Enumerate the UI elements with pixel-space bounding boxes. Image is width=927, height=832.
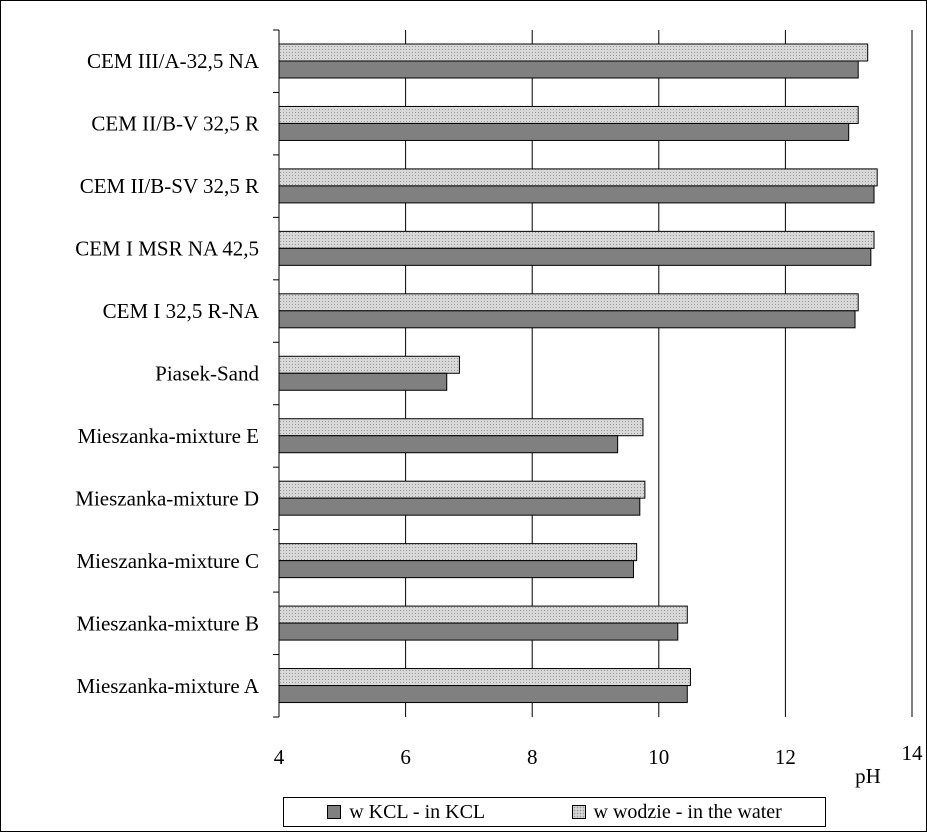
bar-kcl-8 — [278, 560, 634, 579]
x-tick-label: 10 — [648, 745, 669, 769]
tick-labels: 4 6 8 10 12 14 — [274, 741, 923, 769]
category-labels: CEM III/A-32,5 NA CEM II/B-V 32,5 R CEM II… — [75, 49, 260, 698]
bar-kcl-1 — [278, 122, 850, 141]
bar-water-10 — [278, 668, 691, 687]
bars — [278, 43, 878, 704]
legend-swatch-water — [571, 805, 586, 819]
bar-kcl-3 — [278, 247, 872, 266]
category-label: Mieszanka-mixture E — [78, 424, 259, 448]
bar-water-5 — [278, 355, 460, 374]
bar-kcl-9 — [278, 622, 679, 641]
bar-water-6 — [278, 418, 644, 437]
x-tick-label: 14 — [902, 741, 924, 765]
bar-water-0 — [278, 43, 869, 62]
category-label: Piasek-Sand — [155, 362, 259, 386]
category-label: Mieszanka-mixture A — [76, 674, 259, 698]
legend-entry-water: w wodzie - in the water — [571, 800, 782, 824]
x-tick-label: 8 — [527, 745, 538, 769]
x-tick-label: 6 — [400, 745, 411, 769]
bar-water-9 — [278, 605, 688, 624]
x-tick-label: 12 — [775, 745, 796, 769]
bar-kcl-4 — [278, 310, 856, 329]
bar-kcl-2 — [278, 185, 875, 204]
bar-kcl-0 — [278, 60, 859, 79]
category-label: Mieszanka-mixture D — [75, 486, 259, 510]
category-label: CEM III/A-32,5 NA — [87, 49, 260, 73]
category-label: Mieszanka-mixture C — [76, 549, 259, 573]
category-label: CEM II/B-V 32,5 R — [91, 112, 259, 136]
legend: w KCL - in KCL w wodzie - in the water — [283, 797, 826, 827]
bar-water-1 — [278, 105, 859, 124]
category-label: CEM II/B-SV 32,5 R — [80, 174, 259, 198]
bar-kcl-10 — [278, 685, 688, 704]
bar-water-3 — [278, 230, 875, 249]
legend-swatch-kcl — [327, 805, 342, 819]
bar-kcl-5 — [278, 372, 448, 391]
gridlines — [405, 30, 913, 717]
bar-kcl-6 — [278, 435, 619, 454]
legend-entry-kcl: w KCL - in KCL — [327, 801, 485, 824]
legend-label-kcl: w KCL - in KCL — [349, 800, 486, 823]
x-tick-label: 4 — [274, 745, 285, 769]
category-label: Mieszanka-mixture B — [76, 611, 259, 635]
axes — [273, 29, 280, 718]
bar-water-8 — [278, 543, 638, 562]
x-axis-label: pH — [855, 764, 881, 788]
bar-water-4 — [278, 293, 859, 312]
bar-kcl-7 — [278, 497, 641, 516]
bar-water-2 — [278, 168, 878, 187]
legend-label-water: w wodzie - in the water — [593, 800, 782, 823]
bar-water-7 — [278, 480, 646, 499]
category-label: CEM I MSR NA 42,5 — [75, 237, 259, 261]
category-label: CEM I 32,5 R-NA — [103, 299, 260, 323]
